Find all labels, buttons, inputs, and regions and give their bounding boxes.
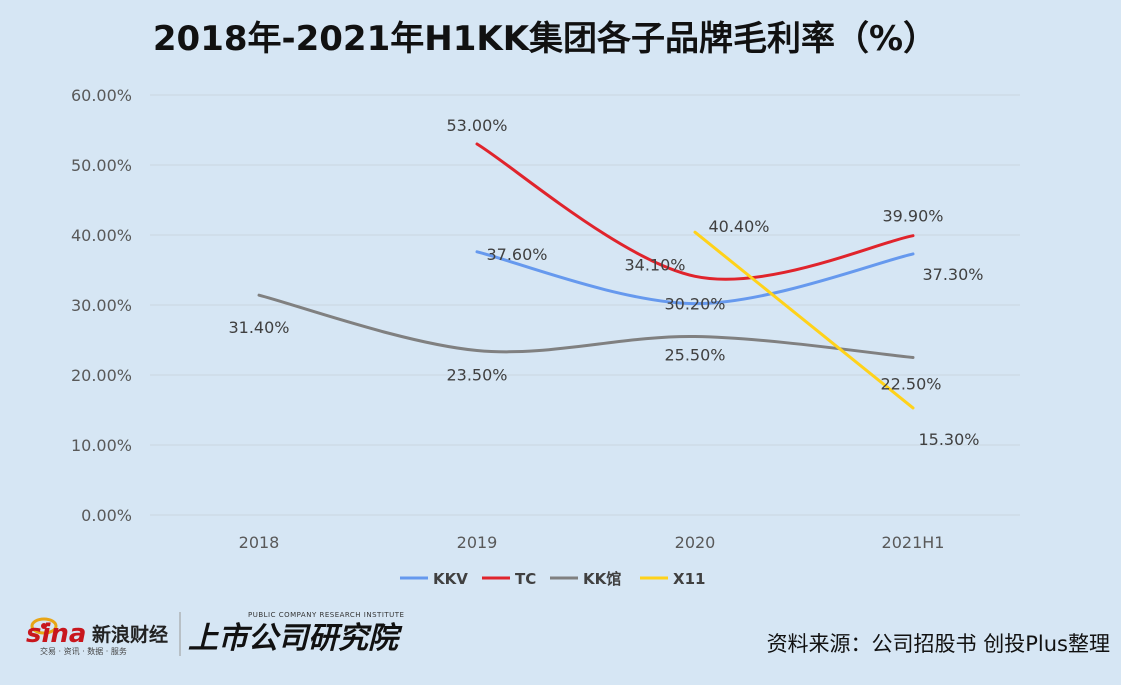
institute-logo: PUBLIC COMPANY RESEARCH INSTITUTE 上市公司研究… bbox=[188, 611, 404, 656]
data-label: 37.30% bbox=[922, 265, 983, 284]
series-line-X11 bbox=[693, 230, 915, 410]
legend-label: KK馆 bbox=[583, 570, 621, 588]
series-line-KKV bbox=[475, 250, 915, 306]
source-note: 资料来源：公司招股书 创投Plus整理 bbox=[767, 632, 1110, 656]
chart-title: 2018年-2021年H1KK集团各子品牌毛利率（%） bbox=[153, 19, 937, 59]
data-label: 40.40% bbox=[708, 217, 769, 236]
y-tick-label: 30.00% bbox=[71, 296, 132, 315]
legend-label: KKV bbox=[433, 570, 468, 588]
legend-label: X11 bbox=[673, 570, 705, 588]
x-tick-label: 2018 bbox=[239, 533, 280, 552]
data-label: 31.40% bbox=[228, 318, 289, 337]
x-axis: 2018 2019 2020 2021H1 bbox=[239, 533, 945, 552]
sina-finance-logo: sina 新浪财经 交易 · 资讯 · 数据 · 服务 bbox=[26, 617, 168, 656]
data-labels: 37.60% 30.20% 37.30% 53.00% 34.10% 39.90% 31.4… bbox=[228, 116, 983, 449]
data-label: 25.50% bbox=[664, 346, 725, 365]
data-label: 22.50% bbox=[880, 375, 941, 394]
y-tick-label: 10.00% bbox=[71, 436, 132, 455]
data-label: 30.20% bbox=[664, 295, 725, 314]
y-tick-label: 20.00% bbox=[71, 366, 132, 385]
legend-label: TC bbox=[515, 570, 536, 588]
series-lines bbox=[257, 142, 915, 410]
data-label: 37.60% bbox=[486, 245, 547, 264]
series-line-TC bbox=[475, 142, 915, 281]
series-line-KK馆 bbox=[257, 293, 915, 359]
sina-eye-icon bbox=[30, 617, 58, 635]
y-tick-label: 60.00% bbox=[71, 86, 132, 105]
institute-name: 上市公司研究院 bbox=[188, 621, 403, 656]
x-tick-label: 2019 bbox=[457, 533, 498, 552]
institute-english-name: PUBLIC COMPANY RESEARCH INSTITUTE bbox=[248, 611, 404, 619]
data-label: 39.90% bbox=[882, 207, 943, 226]
sina-finance-text: 新浪财经 bbox=[92, 623, 168, 646]
y-tick-label: 40.00% bbox=[71, 226, 132, 245]
data-label: 15.30% bbox=[918, 430, 979, 449]
x-tick-label: 2020 bbox=[675, 533, 716, 552]
x-tick-label: 2021H1 bbox=[882, 533, 945, 552]
sina-wordmark: sina bbox=[26, 619, 86, 649]
sina-finance-subtitle: 交易 · 资讯 · 数据 · 服务 bbox=[40, 646, 127, 656]
y-axis: 0.00% 10.00% 20.00% 30.00% 40.00% 50.00% 60.00… bbox=[71, 86, 132, 525]
data-label: 53.00% bbox=[446, 116, 507, 135]
gridlines bbox=[150, 94, 1020, 516]
y-tick-label: 50.00% bbox=[71, 156, 132, 175]
data-label: 34.10% bbox=[624, 255, 685, 274]
data-label: 23.50% bbox=[446, 366, 507, 385]
y-tick-label: 0.00% bbox=[81, 506, 132, 525]
legend: KKV TC KK馆 X11 bbox=[400, 570, 705, 588]
